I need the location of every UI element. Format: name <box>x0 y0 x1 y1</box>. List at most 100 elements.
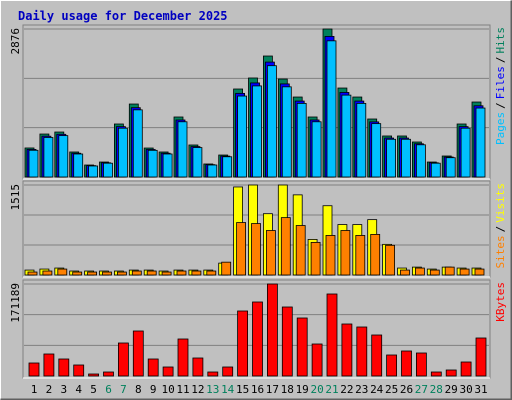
x-tick-label: 7 <box>120 383 127 396</box>
legend-entry: Pages <box>494 112 507 145</box>
bar <box>146 270 157 276</box>
x-tick-label: 10 <box>161 383 174 396</box>
y-tick-label: 171189 <box>9 283 22 323</box>
x-tick-label: 11 <box>176 383 189 396</box>
x-tick-label: 9 <box>150 383 157 396</box>
bar <box>326 40 337 178</box>
bar <box>414 267 425 276</box>
bar <box>42 270 53 276</box>
bar <box>281 86 292 178</box>
bar <box>445 157 456 178</box>
legend: KBytes <box>494 282 507 322</box>
bar <box>207 164 218 178</box>
bar <box>370 234 381 276</box>
x-tick-label: 2 <box>46 383 53 396</box>
bar <box>401 138 411 178</box>
bar <box>459 268 470 276</box>
bar <box>251 223 261 276</box>
x-tick-label: 12 <box>191 383 204 396</box>
bar <box>102 271 112 276</box>
y-tick-label: 2876 <box>9 28 22 55</box>
bar <box>236 222 247 276</box>
bar <box>430 371 442 377</box>
bar <box>460 361 472 377</box>
bar <box>311 121 322 178</box>
bar <box>117 271 127 276</box>
bar <box>415 352 427 377</box>
x-tick-label: 26 <box>400 383 413 396</box>
bar <box>266 65 277 178</box>
x-tick-label: 23 <box>355 383 368 396</box>
legend: Pages / Files / Hits <box>494 27 507 145</box>
bar <box>341 323 353 377</box>
bar <box>27 271 38 276</box>
legend-separator: / <box>494 102 507 109</box>
bar <box>177 121 188 178</box>
bar <box>103 162 113 178</box>
bar <box>147 149 158 178</box>
bar <box>132 109 143 178</box>
bar <box>265 230 276 276</box>
bar <box>192 357 204 377</box>
bar <box>341 94 352 178</box>
bar <box>176 270 187 276</box>
x-tick-label: 3 <box>60 383 67 396</box>
bar <box>118 342 129 377</box>
bar <box>147 358 159 377</box>
bar <box>162 153 173 178</box>
x-tick-label: 24 <box>370 383 384 396</box>
bar <box>340 230 351 276</box>
bar <box>177 338 189 377</box>
x-tick-label: 15 <box>236 383 249 396</box>
bar <box>162 366 174 377</box>
bar <box>266 283 278 377</box>
x-tick-label: 19 <box>296 383 309 396</box>
bar <box>415 144 426 178</box>
bar <box>386 138 397 178</box>
legend-separator: / <box>494 226 507 233</box>
x-tick-label: 29 <box>445 383 458 396</box>
bar <box>475 107 486 178</box>
bar <box>206 270 217 276</box>
bar <box>281 306 293 377</box>
bar <box>58 135 69 178</box>
bar <box>28 149 39 178</box>
x-tick-label: 1 <box>31 383 38 396</box>
x-tick-label: 31 <box>474 383 487 396</box>
bar <box>222 156 233 178</box>
bar <box>161 271 172 276</box>
x-tick-label: 5 <box>90 383 97 396</box>
x-tick-label: 27 <box>415 383 428 396</box>
bar <box>355 235 366 276</box>
bar <box>371 123 382 178</box>
bar <box>325 235 336 276</box>
x-tick-label: 6 <box>105 383 112 396</box>
legend-separator: / <box>494 57 507 64</box>
bar <box>132 330 144 377</box>
bar <box>207 371 219 377</box>
legend-entry: Hits <box>494 27 507 54</box>
bar <box>192 147 203 178</box>
bar <box>371 334 383 377</box>
bar <box>237 310 249 377</box>
legend-entry: Visits <box>494 183 507 223</box>
bar <box>326 293 338 377</box>
x-tick-label: 30 <box>459 383 472 396</box>
x-tick-label: 17 <box>266 383 279 396</box>
y-tick-label: 1515 <box>9 184 22 211</box>
x-tick-label: 13 <box>206 383 219 396</box>
bar <box>28 362 40 377</box>
x-tick-label: 14 <box>221 383 235 396</box>
bar <box>43 353 55 377</box>
bar <box>131 270 142 276</box>
bar <box>252 85 262 178</box>
bar <box>222 366 234 377</box>
chart-title: Daily usage for December 2025 <box>18 9 228 23</box>
bar <box>296 103 307 178</box>
bar <box>280 217 291 276</box>
x-tick-label: 28 <box>430 383 443 396</box>
x-tick-label: 21 <box>325 383 338 396</box>
bar <box>400 269 410 276</box>
bar <box>474 268 485 276</box>
